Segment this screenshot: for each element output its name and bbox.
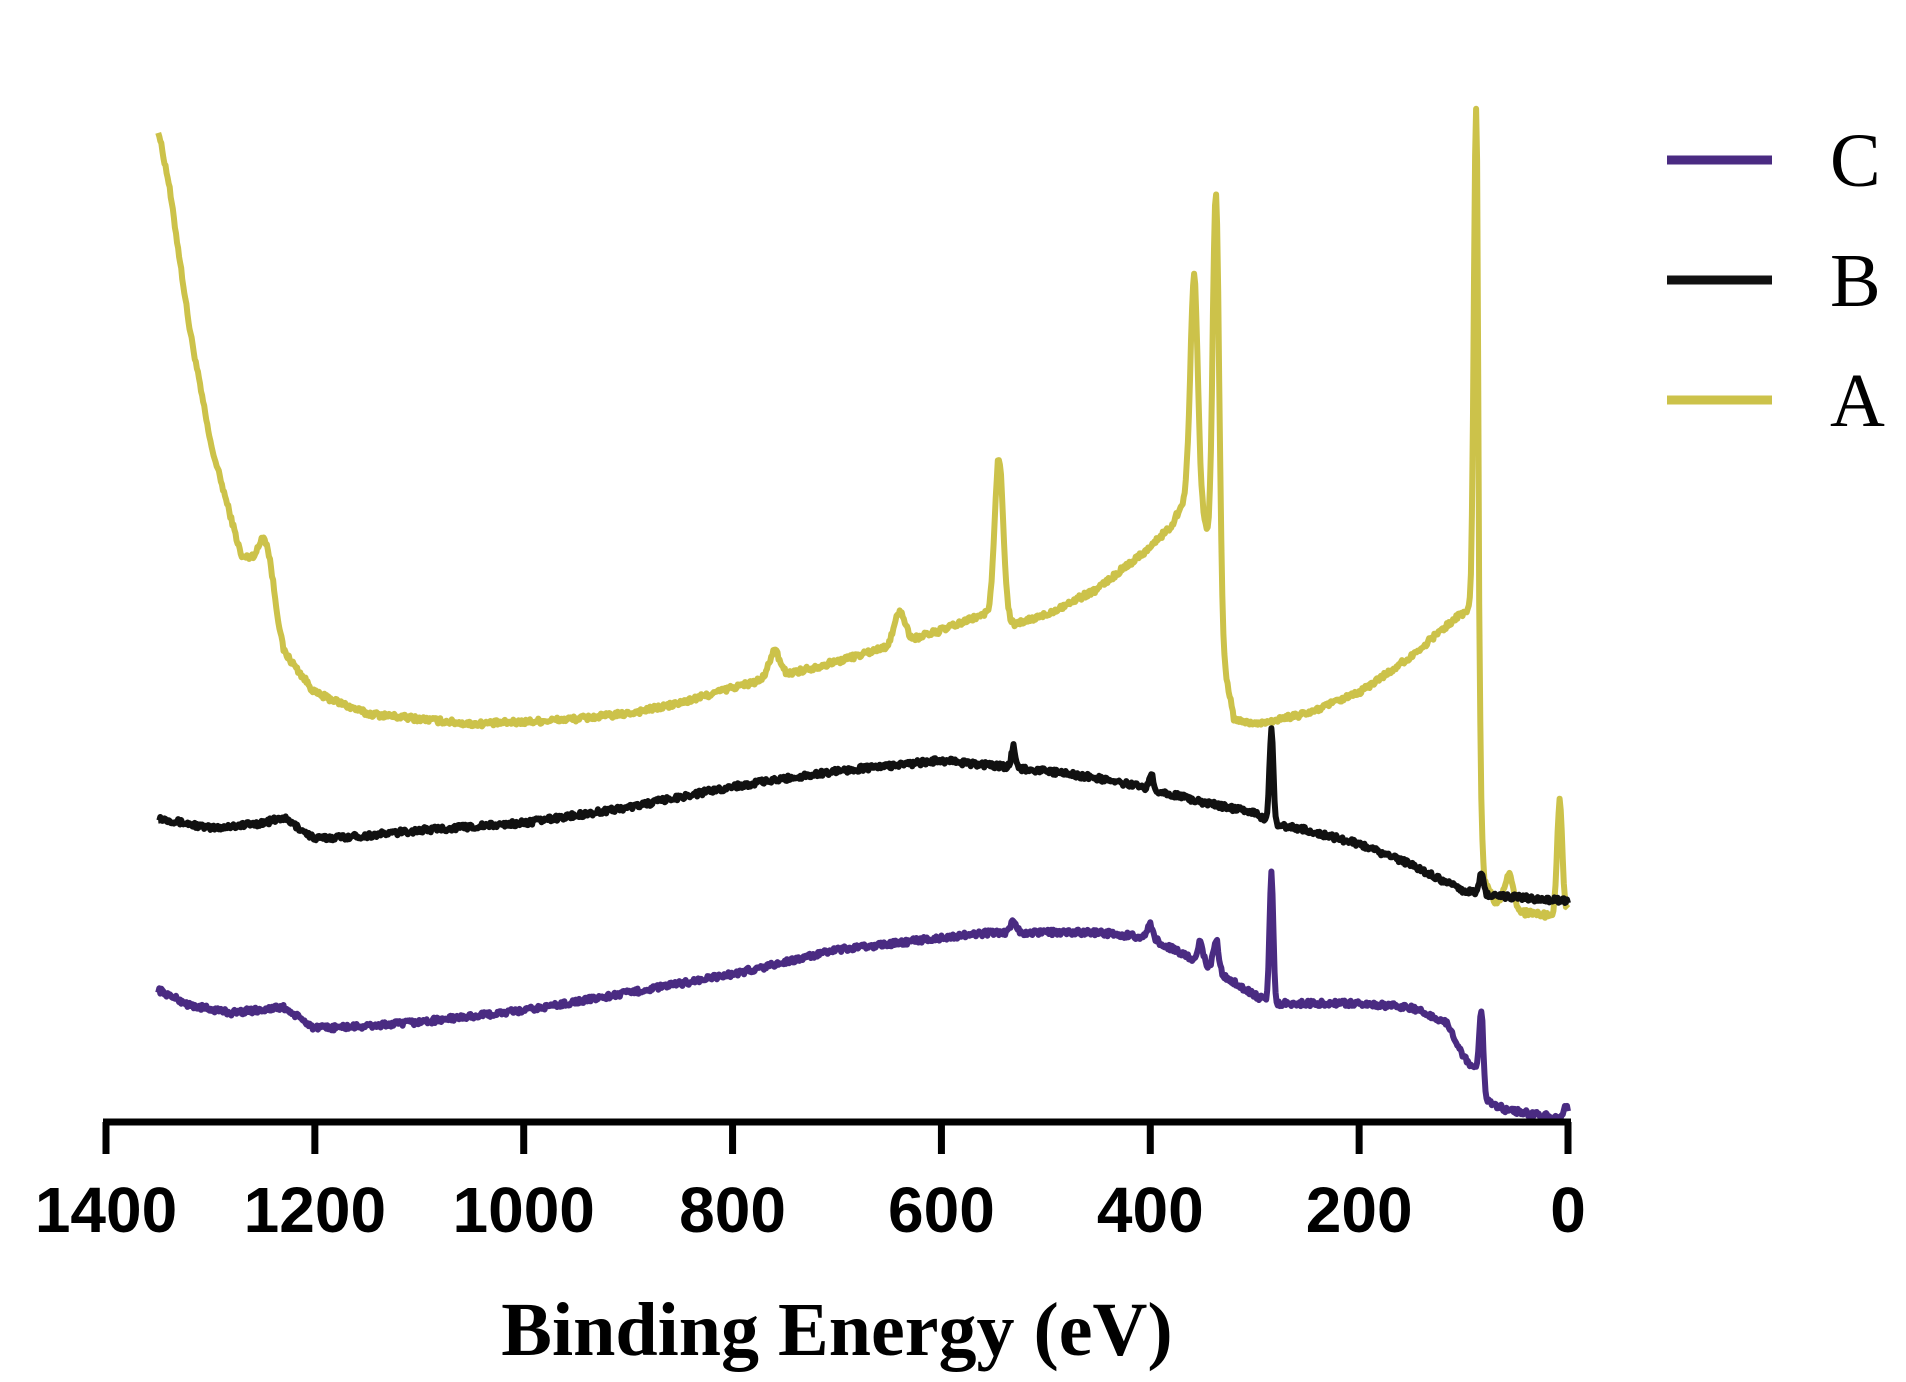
x-axis-title: Binding Energy (eV) <box>501 1288 1172 1372</box>
x-tick-label-400: 400 <box>1097 1174 1204 1246</box>
x-tick-label-1200: 1200 <box>244 1174 386 1246</box>
x-axis: 1400 1200 1000 800 600 400 200 0 Binding Energy… <box>35 1118 1586 1372</box>
x-tick-label-200: 200 <box>1306 1174 1413 1246</box>
series-line-c <box>155 868 1571 1122</box>
legend-label-c: C <box>1830 119 1881 203</box>
x-ticks: 1400 1200 1000 800 600 400 200 0 <box>35 1122 1586 1246</box>
x-tick-label-1400: 1400 <box>35 1174 177 1246</box>
plot-series-group <box>155 105 1571 1122</box>
x-tick-label-800: 800 <box>679 1174 786 1246</box>
series-line-b <box>156 725 1571 906</box>
x-tick-label-1000: 1000 <box>453 1174 595 1246</box>
series-line-a <box>155 105 1571 921</box>
legend-label-a: A <box>1830 359 1885 443</box>
x-tick-label-0: 0 <box>1550 1174 1586 1246</box>
legend-label-b: B <box>1830 239 1881 323</box>
legend: CBA <box>1667 119 1885 443</box>
x-tick-label-600: 600 <box>888 1174 995 1246</box>
